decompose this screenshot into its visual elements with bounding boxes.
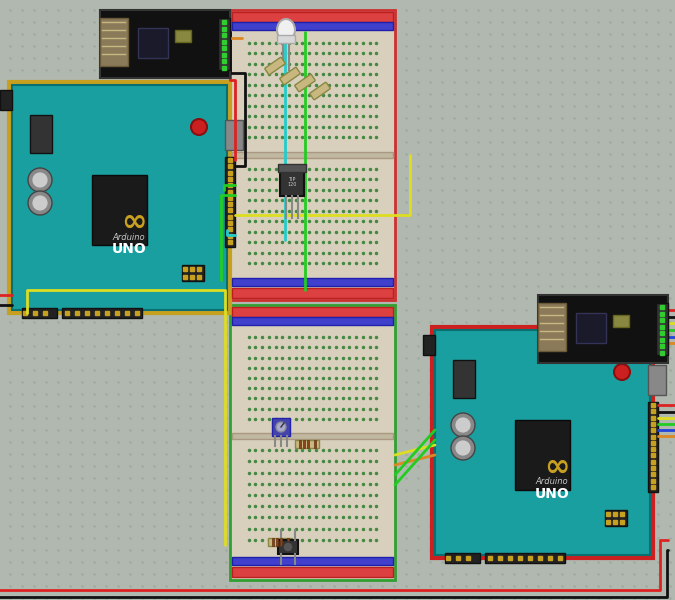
Bar (576, 313, 606, 343)
Circle shape (191, 119, 207, 135)
Bar (287, 538, 289, 546)
Bar (30, 115, 52, 153)
Bar (538, 303, 566, 351)
Ellipse shape (277, 19, 295, 41)
Bar (268, 538, 292, 546)
Bar (0, 90, 12, 110)
Bar (232, 278, 393, 286)
Bar (9, 82, 230, 313)
Bar (272, 418, 290, 436)
Bar (280, 168, 304, 196)
Bar (435, 330, 650, 555)
Text: ∞: ∞ (544, 452, 570, 481)
Text: ∞: ∞ (122, 208, 146, 236)
Text: Arduino: Arduino (536, 478, 568, 487)
Bar (232, 317, 393, 325)
Bar (314, 440, 316, 448)
Circle shape (455, 417, 471, 433)
Bar (62, 308, 142, 318)
Bar (182, 265, 204, 281)
Bar (232, 288, 393, 298)
FancyBboxPatch shape (310, 82, 330, 100)
Bar (232, 152, 393, 158)
Bar (12, 85, 227, 310)
Bar (423, 335, 435, 355)
Circle shape (32, 195, 48, 211)
Bar (225, 120, 243, 150)
Bar (656, 303, 668, 355)
Bar (280, 538, 282, 546)
Bar (648, 365, 666, 395)
Bar (230, 10, 395, 300)
Circle shape (28, 168, 52, 192)
Text: UNO: UNO (535, 487, 570, 501)
Bar (138, 28, 168, 58)
FancyBboxPatch shape (280, 67, 300, 85)
Bar (613, 315, 629, 327)
Circle shape (451, 436, 475, 460)
Bar (299, 440, 301, 448)
Bar (272, 538, 274, 546)
Bar (232, 22, 393, 30)
Text: Arduino: Arduino (113, 232, 145, 241)
Bar (100, 10, 230, 78)
Bar (232, 567, 393, 577)
Circle shape (276, 422, 286, 432)
Bar (605, 510, 627, 526)
Bar (307, 440, 309, 448)
Bar (453, 360, 475, 398)
Bar (225, 157, 235, 247)
Bar (303, 440, 305, 448)
FancyBboxPatch shape (265, 58, 285, 74)
Bar (232, 307, 393, 317)
Bar (230, 305, 395, 580)
Bar (278, 164, 306, 172)
Bar (232, 433, 393, 439)
Bar (515, 420, 570, 490)
Bar (485, 553, 565, 563)
Text: TIP
120: TIP 120 (288, 176, 297, 187)
Circle shape (614, 364, 630, 380)
Bar (432, 327, 653, 558)
Bar (22, 308, 57, 318)
Text: UNO: UNO (111, 242, 146, 256)
Bar (175, 30, 191, 42)
Bar (276, 538, 278, 546)
Circle shape (451, 413, 475, 437)
Bar (295, 440, 319, 448)
Bar (232, 557, 393, 565)
Circle shape (283, 542, 293, 552)
Circle shape (32, 172, 48, 188)
Bar (100, 18, 128, 66)
FancyBboxPatch shape (295, 74, 315, 92)
Bar (277, 35, 295, 43)
Bar (218, 18, 230, 70)
Bar (648, 402, 658, 492)
Circle shape (28, 191, 52, 215)
Bar (278, 540, 298, 554)
Circle shape (455, 440, 471, 456)
Bar (92, 175, 147, 245)
Bar (538, 295, 668, 363)
Bar (232, 12, 393, 22)
Bar (445, 553, 480, 563)
